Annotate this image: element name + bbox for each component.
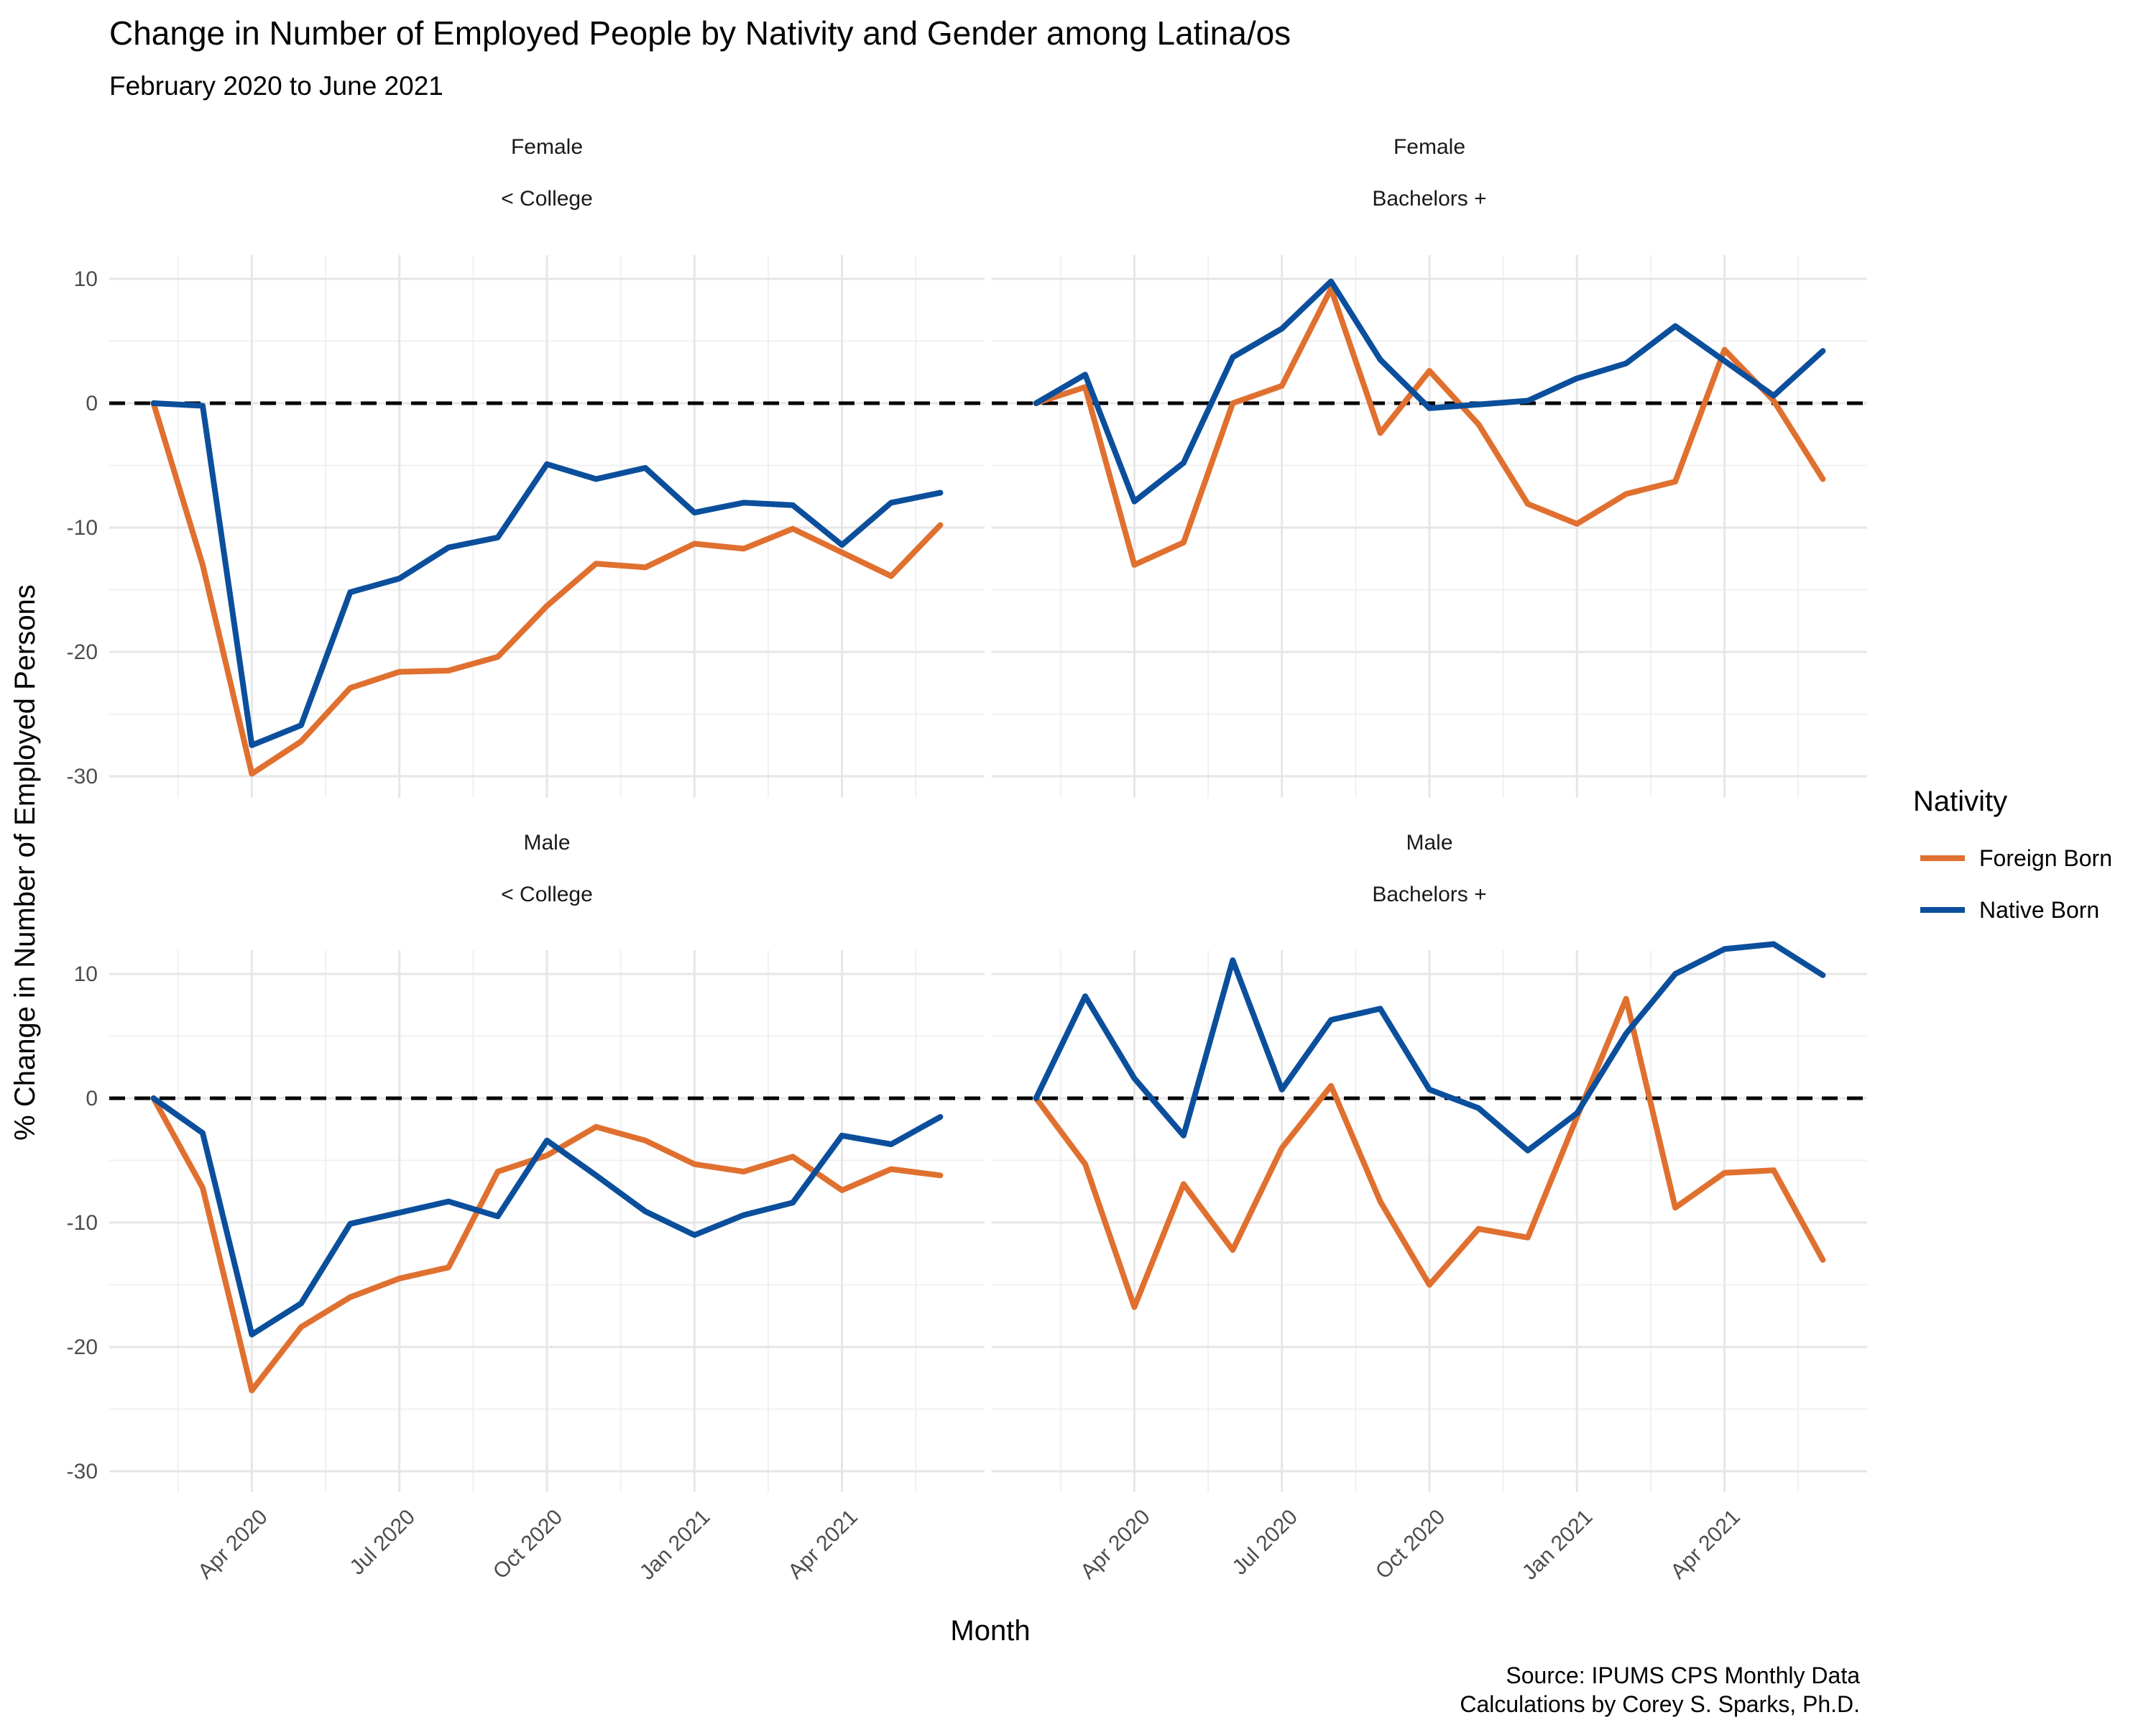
y-tick-label: -20 — [67, 1335, 98, 1359]
strip-label-gender: Male — [1406, 831, 1452, 855]
panel-1: Female < College 10 0 -10 -20 -30 — [67, 135, 985, 798]
series-line-native-born — [150, 1095, 944, 1338]
x-tick-label: Apr 2020 — [193, 1505, 272, 1583]
strip-label-education: Bachelors + — [1372, 187, 1486, 211]
x-tick-label: Oct 2020 — [489, 1505, 567, 1583]
x-tick-label: Jan 2021 — [1518, 1505, 1598, 1585]
strip-label-gender: Female — [1393, 135, 1465, 159]
panels: Female < College 10 0 -10 -20 -30 Female Bachelo… — [67, 135, 1867, 1585]
y-tick-label: -10 — [67, 516, 98, 540]
panel-3: Male < College 10 0 -10 -20 -30 Apr 2020 Jul 202… — [67, 831, 985, 1585]
chart-subtitle: February 2020 to June 2021 — [109, 71, 443, 101]
y-tick-label: -30 — [67, 765, 98, 788]
y-tick-label: 10 — [74, 962, 98, 986]
legend-label-foreign-born: Foreign Born — [1979, 845, 2112, 871]
y-tick-label: 10 — [74, 267, 98, 291]
strip-label-gender: Male — [523, 831, 570, 855]
caption-credit: Calculations by Corey S. Sparks, Ph.D. — [1460, 1691, 1860, 1717]
legend-title: Nativity — [1913, 786, 2007, 817]
x-axis-title: Month — [950, 1615, 1030, 1647]
series-line-native-born — [150, 400, 944, 748]
x-tick-label: Jul 2020 — [1227, 1505, 1302, 1580]
series-line-native-born — [1033, 278, 1826, 505]
series-line-native-born — [1033, 941, 1826, 1154]
x-tick-label: Apr 2021 — [783, 1505, 862, 1583]
x-tick-label: Apr 2020 — [1076, 1505, 1154, 1583]
strip-label-education: < College — [501, 883, 593, 906]
legend-label-native-born: Native Born — [1979, 897, 2099, 923]
series-line-foreign-born — [1033, 285, 1826, 568]
panel-2: Female Bachelors + — [992, 135, 1867, 798]
strip-label-education: < College — [501, 187, 593, 211]
series-line-foreign-born — [1033, 995, 1826, 1310]
legend: Nativity Foreign Born Native Born — [1913, 786, 2112, 923]
x-tick-label: Apr 2021 — [1666, 1505, 1744, 1583]
strip-label-education: Bachelors + — [1372, 883, 1486, 906]
series-line-foreign-born — [150, 1095, 944, 1394]
y-tick-label: -30 — [67, 1460, 98, 1484]
y-axis-title: % Change in Number of Employed Persons — [9, 584, 41, 1141]
caption-source: Source: IPUMS CPS Monthly Data — [1506, 1662, 1860, 1688]
chart-title: Change in Number of Employed People by N… — [109, 14, 1291, 52]
y-tick-label: -20 — [67, 640, 98, 664]
y-tick-label: -10 — [67, 1211, 98, 1235]
x-tick-label: Oct 2020 — [1371, 1505, 1450, 1583]
strip-label-gender: Female — [511, 135, 583, 159]
x-tick-label: Jul 2020 — [345, 1505, 420, 1580]
x-tick-label: Jan 2021 — [635, 1505, 715, 1585]
y-tick-label: 0 — [86, 392, 98, 415]
series-line-foreign-born — [150, 400, 944, 777]
y-tick-label: 0 — [86, 1087, 98, 1110]
panel-4: Male Bachelors + Apr 2020 Jul 2020 Oct 2020 J… — [992, 831, 1867, 1585]
